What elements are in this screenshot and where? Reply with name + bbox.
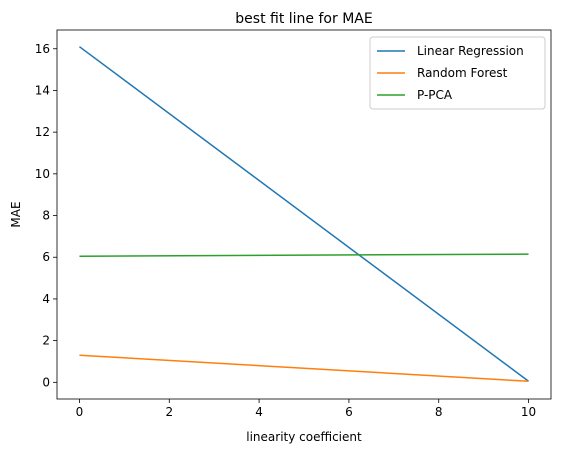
y-tick-label: 16 [35,42,50,56]
series-line-linear-regression [79,46,529,382]
x-tick-label: 2 [165,405,173,419]
y-tick-label: 8 [42,209,50,223]
y-tick-label: 14 [35,83,50,97]
x-tick-label: 6 [345,405,353,419]
x-axis-label: linearity coefficient [246,430,362,444]
y-axis: 0 2 4 6 8 10 12 14 16 [35,42,57,389]
y-tick-label: 10 [35,167,50,181]
legend: Linear Regression Random Forest P-PCA [369,36,546,110]
x-tick-label: 10 [521,405,536,419]
x-tick-label: 0 [76,405,84,419]
y-tick-label: 12 [35,125,50,139]
series-group [79,46,529,383]
y-tick-label: 0 [42,375,50,389]
series-line-random-forest [79,354,529,383]
y-tick-label: 4 [42,292,50,306]
x-tick-label: 4 [255,405,263,419]
x-axis: 0 2 4 6 8 10 [76,399,536,419]
chart-title: best fit line for MAE [235,11,372,27]
x-tick-label: 8 [435,405,443,419]
legend-label-p-pca: P-PCA [417,88,453,102]
legend-label-random-forest: Random Forest [417,66,508,80]
legend-box [369,36,546,110]
y-tick-label: 6 [42,250,50,264]
y-axis-label: MAE [9,201,23,227]
legend-label-linear-regression: Linear Regression [417,44,524,58]
y-tick-label: 2 [42,334,50,348]
series-line-p-pca [79,253,529,257]
